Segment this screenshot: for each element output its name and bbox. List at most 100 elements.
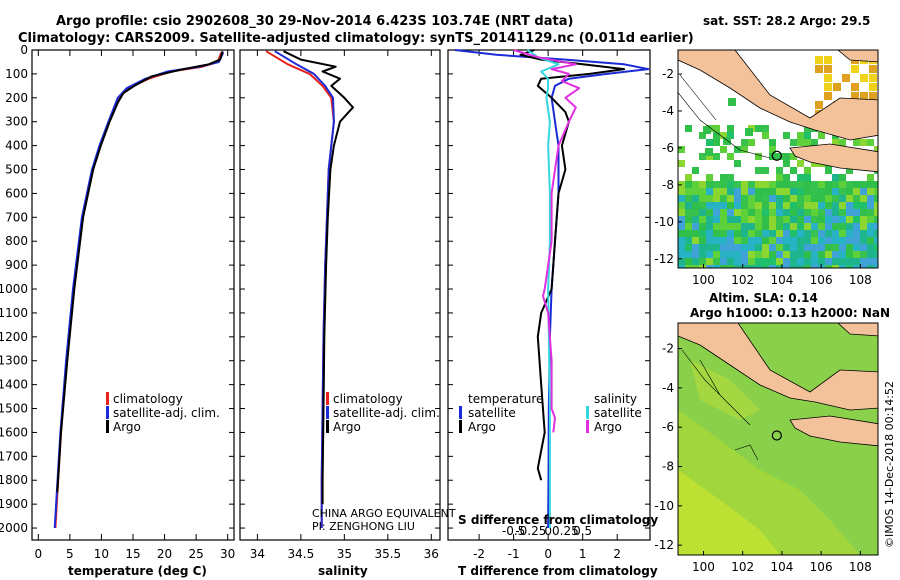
sst-cell — [797, 195, 804, 202]
sst-cell — [874, 237, 878, 244]
attribution-line-1: CHINA ARGO EQUIVALENT — [312, 507, 456, 520]
sst-cell — [748, 223, 755, 230]
sst-cell — [867, 265, 874, 268]
legend-swatch-sal-argo — [586, 420, 589, 433]
sst-cell — [755, 167, 762, 174]
sst-cell — [692, 230, 699, 237]
sst-cell — [797, 188, 804, 195]
sst-cell — [860, 265, 867, 268]
sst-cell — [797, 132, 804, 139]
sst-cell — [720, 188, 727, 195]
sst-cell — [797, 258, 804, 265]
sumatra-landmass — [678, 323, 878, 411]
sst-cell — [790, 209, 797, 216]
sst-cell — [713, 244, 720, 251]
x-tick-label: 34 — [250, 547, 265, 561]
sst-cell — [776, 258, 783, 265]
sst-map-frame — [677, 49, 879, 269]
sst-cell — [790, 181, 797, 188]
sst-cell — [685, 258, 692, 265]
map-y-tick-label: -4 — [662, 104, 674, 118]
sst-cell — [860, 216, 867, 223]
sst-cell — [692, 251, 699, 258]
sst-cell — [769, 230, 776, 237]
sst-cell — [685, 174, 692, 181]
sst-cell — [706, 251, 713, 258]
difference-x-label: T difference from climatology — [458, 564, 658, 578]
sst-cell — [713, 265, 720, 268]
sst-cell — [762, 167, 769, 174]
sst-cell — [825, 216, 832, 223]
sst-cell — [713, 139, 720, 146]
sst-cell — [832, 251, 839, 258]
sst-cell — [811, 181, 818, 188]
sst-cell — [748, 244, 755, 251]
sst-cell — [713, 251, 720, 258]
sst-cell — [678, 202, 685, 209]
sst-cell — [699, 181, 706, 188]
sst-cell — [741, 202, 748, 209]
sst-cell — [811, 139, 818, 146]
sst-cell — [769, 258, 776, 265]
java-landmass — [789, 415, 878, 447]
sst-cell — [818, 237, 825, 244]
top-x-tick-label: 0 — [544, 524, 552, 538]
sst-cell — [790, 216, 797, 223]
sst-cell-warm — [815, 65, 823, 73]
sst-cell — [748, 195, 755, 202]
sst-cell — [853, 251, 860, 258]
sst-cell — [783, 223, 790, 230]
sst-cell — [678, 209, 685, 216]
sst-cell — [699, 230, 706, 237]
sst-cell — [867, 223, 874, 230]
sst-cell — [699, 223, 706, 230]
sst-cell — [748, 251, 755, 258]
sst-cell — [706, 139, 713, 146]
sst-cell-warm — [815, 56, 823, 64]
sst-cell — [832, 244, 839, 251]
sst-cell — [783, 181, 790, 188]
sst-cell — [755, 188, 762, 195]
sst-cell — [783, 244, 790, 251]
sst-cell — [832, 209, 839, 216]
sst-cell — [853, 216, 860, 223]
sst-cell — [783, 237, 790, 244]
sst-cell — [825, 230, 832, 237]
sst-cell — [685, 125, 692, 132]
sst-cell — [860, 202, 867, 209]
sst-cell — [720, 223, 727, 230]
sst-cell — [699, 209, 706, 216]
sst-cell — [790, 251, 797, 258]
sst-cell-warm — [851, 83, 859, 91]
sst-cell — [818, 181, 825, 188]
sst-cell — [839, 223, 846, 230]
sst-cell — [748, 258, 755, 265]
sst-cell — [706, 153, 713, 160]
sst-cell — [727, 181, 734, 188]
sst-cell — [734, 209, 741, 216]
sst-cell — [776, 244, 783, 251]
sst-cell — [839, 230, 846, 237]
sst-cell — [727, 223, 734, 230]
sst-cell — [762, 251, 769, 258]
sst-cell — [769, 223, 776, 230]
sst-cell — [797, 244, 804, 251]
sst-cell — [769, 209, 776, 216]
sst-cell — [769, 202, 776, 209]
sst-cell — [867, 230, 874, 237]
sst-cell — [741, 139, 748, 146]
sst-cell — [713, 188, 720, 195]
sst-cell — [713, 132, 720, 139]
sst-cell — [839, 244, 846, 251]
sst-cell — [797, 223, 804, 230]
sst-cell — [685, 216, 692, 223]
sst-cell — [748, 209, 755, 216]
temperature-x-label: temperature (deg C) — [68, 564, 207, 578]
sst-cell — [720, 146, 727, 153]
sst-cell — [825, 202, 832, 209]
legend-swatch-argo — [326, 420, 329, 433]
sst-cell — [776, 202, 783, 209]
sst-cell — [825, 258, 832, 265]
sst-cell — [804, 167, 811, 174]
sst-cell-warm — [860, 92, 868, 100]
